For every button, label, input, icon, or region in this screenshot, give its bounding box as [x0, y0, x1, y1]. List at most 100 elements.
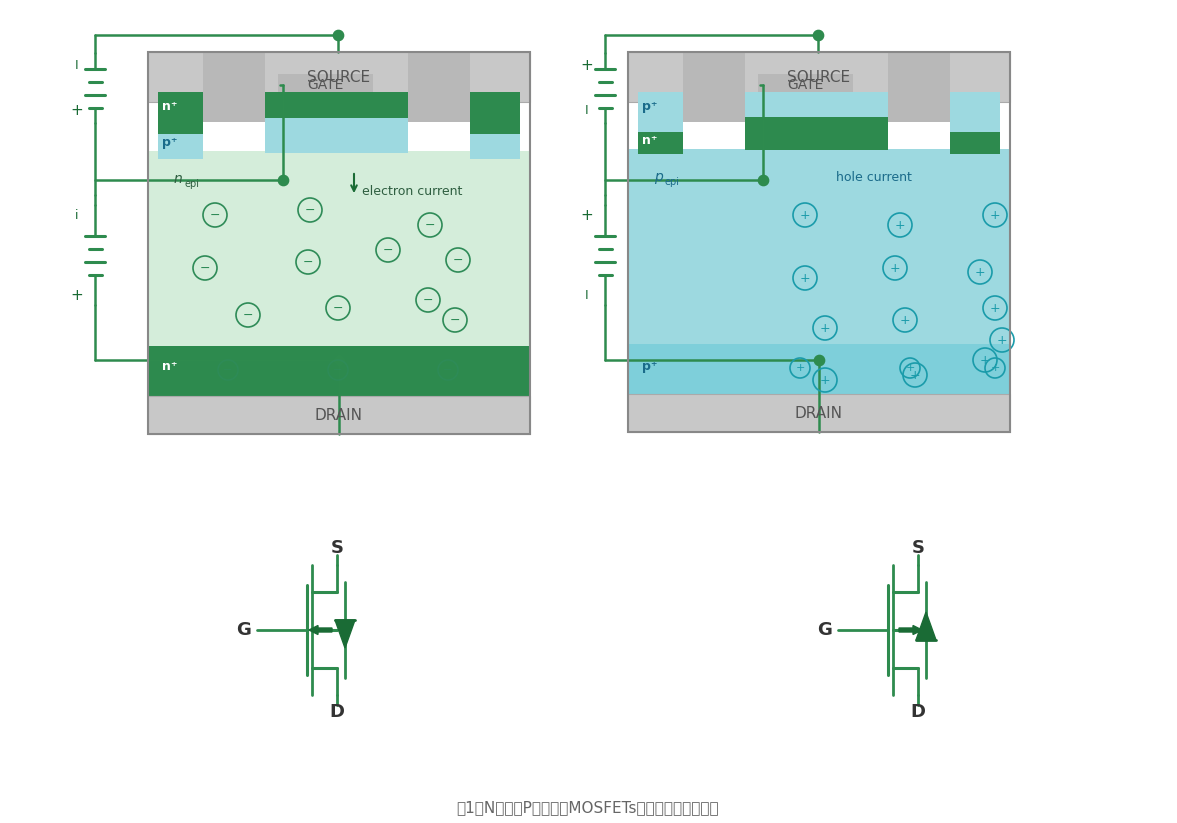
Text: +: +: [580, 207, 593, 222]
Text: −: −: [224, 365, 233, 375]
Text: −: −: [305, 203, 315, 216]
Text: S: S: [331, 539, 344, 557]
Point: [809, 29, 827, 42]
Text: −: −: [333, 301, 344, 314]
Text: +: +: [819, 322, 830, 334]
Text: n⁺: n⁺: [162, 360, 178, 373]
Bar: [265, 118, 408, 153]
Text: +: +: [990, 301, 1000, 314]
Text: +: +: [905, 363, 915, 373]
Bar: [278, 74, 373, 96]
Text: +: +: [819, 374, 830, 387]
Bar: [470, 92, 520, 134]
FancyArrow shape: [899, 625, 922, 635]
Text: +: +: [799, 208, 810, 221]
Text: +: +: [990, 208, 1000, 221]
Text: epi: epi: [185, 179, 199, 189]
Bar: [950, 124, 1000, 154]
Point: [810, 353, 829, 366]
Text: p⁺: p⁺: [643, 360, 658, 373]
Text: −: −: [444, 365, 453, 375]
Text: +: +: [890, 262, 900, 275]
Text: +: +: [910, 369, 920, 382]
Bar: [629, 394, 1010, 432]
Text: n⁺: n⁺: [643, 133, 658, 146]
Text: SOURCE: SOURCE: [307, 69, 371, 85]
Bar: [148, 52, 530, 102]
Bar: [638, 92, 683, 132]
Text: −: −: [200, 262, 211, 275]
Bar: [745, 92, 887, 117]
Bar: [148, 346, 530, 396]
Text: epi: epi: [665, 177, 679, 187]
Text: +: +: [997, 333, 1008, 346]
Bar: [408, 52, 470, 122]
Text: electron current: electron current: [361, 184, 463, 198]
Text: n⁺: n⁺: [162, 100, 178, 113]
Text: +: +: [895, 218, 905, 231]
Text: −: −: [425, 218, 435, 231]
Bar: [638, 124, 683, 154]
Text: SOURCE: SOURCE: [787, 69, 851, 85]
Bar: [158, 92, 202, 134]
Text: +: +: [990, 363, 999, 373]
Bar: [629, 149, 1010, 344]
Bar: [148, 396, 530, 434]
Text: +: +: [799, 272, 810, 285]
Text: I: I: [585, 289, 588, 301]
Point: [330, 353, 348, 366]
Bar: [683, 52, 745, 122]
Text: DRAIN: DRAIN: [315, 407, 363, 422]
Text: −: −: [453, 253, 464, 267]
Text: −: −: [383, 244, 393, 257]
Text: +: +: [71, 287, 84, 303]
Text: hole current: hole current: [836, 170, 912, 184]
Bar: [148, 151, 530, 346]
Text: I: I: [75, 58, 79, 72]
Bar: [629, 52, 1010, 432]
Text: p⁺: p⁺: [162, 136, 178, 148]
Polygon shape: [335, 620, 355, 648]
Text: S: S: [911, 539, 924, 557]
Polygon shape: [916, 612, 936, 640]
Text: p: p: [653, 170, 663, 184]
Text: +: +: [796, 363, 805, 373]
Text: 图1：N沟道和P沟道功率MOSFETs横截面及其符号标示: 图1：N沟道和P沟道功率MOSFETs横截面及其符号标示: [457, 801, 719, 816]
Bar: [148, 52, 530, 434]
Text: +: +: [899, 314, 910, 327]
Text: p⁺: p⁺: [643, 100, 658, 113]
Text: −: −: [423, 294, 433, 306]
Text: I: I: [585, 104, 588, 117]
FancyArrow shape: [310, 625, 332, 635]
Text: G: G: [818, 621, 832, 639]
Bar: [758, 74, 853, 96]
Bar: [950, 92, 1000, 132]
Bar: [158, 126, 202, 159]
Point: [328, 29, 347, 42]
Text: +: +: [580, 58, 593, 72]
Text: i: i: [75, 208, 79, 221]
Text: −: −: [210, 208, 220, 221]
Text: n: n: [174, 172, 182, 186]
Bar: [745, 117, 887, 150]
Text: G: G: [237, 621, 252, 639]
Text: −: −: [242, 309, 253, 322]
Point: [273, 174, 292, 187]
Text: +: +: [979, 354, 990, 366]
Text: D: D: [911, 703, 925, 721]
Bar: [629, 52, 1010, 102]
Text: −: −: [333, 365, 343, 375]
Text: DRAIN: DRAIN: [794, 406, 843, 421]
Point: [753, 174, 772, 187]
Text: D: D: [330, 703, 345, 721]
Bar: [265, 92, 408, 118]
Text: +: +: [71, 103, 84, 118]
Text: +: +: [975, 266, 985, 278]
Text: GATE: GATE: [787, 78, 824, 92]
Bar: [887, 52, 950, 122]
Bar: [629, 344, 1010, 394]
Bar: [202, 52, 265, 122]
Bar: [470, 126, 520, 159]
Text: −: −: [302, 255, 313, 268]
Text: −: −: [450, 314, 460, 327]
